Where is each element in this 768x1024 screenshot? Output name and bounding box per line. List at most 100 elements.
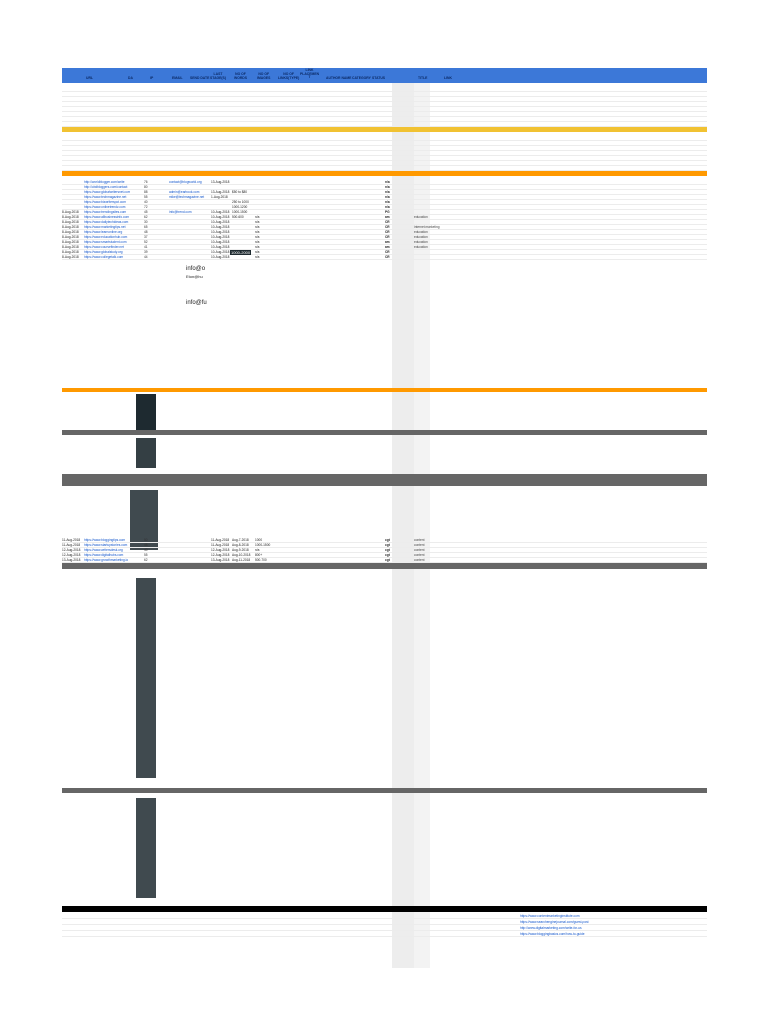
header-send-date[interactable]: SEND DATE (190, 76, 210, 80)
cell-ip[interactable]: 50 (144, 538, 148, 542)
cell-col[interactable]: PG (385, 210, 390, 214)
cell-url[interactable]: https://www.allbusinessinfo.com (84, 215, 129, 219)
cell-col[interactable]: n/a (385, 190, 390, 194)
cell-url[interactable]: https://www.digitalhubs.com (84, 553, 124, 557)
cell-ip[interactable]: 37 (144, 235, 148, 239)
cell-url[interactable]: http://worldblogger.com/write (84, 180, 125, 184)
cell-url[interactable]: https://www.bloggingtips.com (84, 538, 126, 542)
cell-cat[interactable]: education (414, 245, 428, 249)
cell-cat[interactable]: education (414, 235, 428, 239)
cell-email[interactable]: info@trend.com (169, 210, 192, 214)
cell-ip[interactable]: 55 (144, 553, 148, 557)
header-title[interactable]: TITLE (418, 76, 428, 80)
cell-pub[interactable]: Aug-11-2018 (232, 558, 251, 562)
cell-ip[interactable]: 45 (144, 210, 148, 214)
cell-link[interactable]: https://www.contentmarketinginstitute.co… (520, 914, 580, 918)
highlighted-cell[interactable]: 1000-2000 (230, 250, 252, 255)
cell-sent[interactable]: 10-Aug-2018 (211, 210, 230, 214)
cell-date[interactable]: 11-Aug-2018 (62, 543, 81, 547)
header-email[interactable]: EMAIL (172, 76, 183, 80)
cell-ex[interactable]: n/a (255, 225, 260, 229)
cell-ip[interactable]: 40 (144, 548, 148, 552)
cell-col[interactable]: n/a (385, 205, 390, 209)
cell-cat[interactable]: education (414, 240, 428, 244)
cell-url[interactable]: http://cbdbloggers.com/contact (84, 185, 128, 189)
cell-url[interactable]: https://www.globalwritersnet.com (84, 190, 130, 194)
cell-sent[interactable]: 10-Aug-2018 (211, 255, 230, 259)
cell-col[interactable]: CR (385, 230, 390, 234)
cell-link[interactable]: http://www.digitalmarketing.com/write-fo… (520, 926, 582, 930)
cell-ip[interactable]: 48 (144, 543, 148, 547)
cell-sent[interactable]: 11-Aug-2018 (211, 538, 230, 542)
cell-sent[interactable]: 11-Aug-2018 (211, 543, 230, 547)
cell-date[interactable]: 8-Aug-2018 (62, 220, 79, 224)
cell-sent[interactable]: 1-Aug-2018 (211, 195, 228, 199)
cell-date[interactable]: 13-Aug-2018 (62, 558, 81, 562)
cell-url[interactable]: https://www.smartstudent.com (84, 240, 127, 244)
cell-col[interactable]: n/a (385, 200, 390, 204)
cell-ex[interactable]: n/a (255, 240, 260, 244)
big-cell-3[interactable]: info@fu (186, 300, 207, 306)
cell-sent[interactable]: 10-Aug-2018 (211, 225, 230, 229)
header-ip[interactable]: IP (150, 76, 154, 80)
header-link[interactable]: LINK (444, 76, 452, 80)
cell-ip[interactable]: 55 (144, 195, 148, 199)
header-da[interactable]: DA (128, 76, 133, 80)
cell-date[interactable]: 8-Aug-2018 (62, 215, 79, 219)
cell-col[interactable]: CR (385, 235, 390, 239)
cell-date[interactable]: 8-Aug-2018 (62, 210, 79, 214)
cell-cat[interactable]: content (414, 553, 425, 557)
cell-date[interactable]: 8-Aug-2018 (62, 230, 79, 234)
header-link-placement[interactable]: LINK PLACEMEN T (300, 68, 320, 80)
cell-ip[interactable]: 30 (144, 220, 148, 224)
header-status[interactable]: STATUS (372, 76, 386, 80)
big-cell-2[interactable]: Eton@hu (186, 274, 203, 279)
cell-col[interactable]: CR (385, 255, 390, 259)
cell-ip[interactable]: 80 (144, 185, 148, 189)
big-cell-1[interactable]: info@o (186, 266, 206, 272)
cell-col[interactable]: n/a (385, 195, 390, 199)
cell-col[interactable]: cgt (385, 553, 390, 557)
cell-ip[interactable]: 72 (144, 205, 148, 209)
cell-date[interactable]: 8-Aug-2018 (62, 225, 79, 229)
cell-date[interactable]: 8-Aug-2018 (62, 255, 79, 259)
cell-ex[interactable]: 1000 (255, 538, 263, 542)
header-last-stage[interactable]: LAST STAGE(S) (210, 72, 226, 80)
cell-date[interactable]: 8-Aug-2018 (62, 235, 79, 239)
cell-ex[interactable]: n/a (255, 250, 260, 254)
cell-url[interactable]: https://www.techmagazine.net (84, 195, 127, 199)
cell-col[interactable]: CR (385, 220, 390, 224)
cell-sent[interactable]: 10-Aug-2018 (211, 215, 230, 219)
cell-link[interactable]: https://www.bloggingbasics.com/how-to-gu… (520, 932, 585, 936)
cell-ex[interactable]: n/a (255, 255, 260, 259)
cell-sent[interactable]: 13-Aug-2018 (211, 190, 230, 194)
cell-sent[interactable]: 13-Aug-2018 (211, 180, 230, 184)
cell-pub[interactable]: 250 to 1000 (232, 200, 249, 204)
cell-date[interactable]: 8-Aug-2018 (62, 245, 79, 249)
cell-col[interactable]: n/a (385, 180, 390, 184)
cell-col[interactable]: CR (385, 250, 390, 254)
cell-ex[interactable]: n/a (255, 230, 260, 234)
cell-url[interactable]: https://www.learnonline.org (84, 230, 123, 234)
cell-ex[interactable]: n/a (255, 548, 260, 552)
cell-pub[interactable]: Aug-9-2018 (232, 548, 249, 552)
cell-col[interactable]: cgt (385, 548, 390, 552)
cell-url[interactable]: https://www.collegetalk.com (84, 255, 124, 259)
cell-pub[interactable]: 500-600 (232, 215, 244, 219)
cell-ip[interactable]: 39 (144, 250, 148, 254)
cell-ex[interactable]: 500-700 (255, 558, 267, 562)
cell-url[interactable]: https://www.educationhub.com (84, 235, 128, 239)
cell-pub[interactable]: 1000-1500 (232, 210, 248, 214)
cell-url[interactable]: https://www.bizwriterspot.com (84, 200, 126, 204)
cell-email[interactable]: admin@earbook.com (169, 190, 200, 194)
cell-col[interactable]: CR (385, 225, 390, 229)
cell-date[interactable]: 12-Aug-2018 (62, 553, 81, 557)
cell-ip[interactable]: 62 (144, 558, 148, 562)
cell-email[interactable]: contact@blogworld.org (169, 180, 202, 184)
cell-pub[interactable]: 1000-1200 (232, 205, 248, 209)
cell-pub[interactable]: Aug-7-2018 (232, 538, 249, 542)
cell-ex[interactable]: n/a (255, 245, 260, 249)
cell-sent[interactable]: 10-Aug-2018 (211, 245, 230, 249)
cell-cat[interactable]: content (414, 548, 425, 552)
cell-url[interactable]: https://www.growthmarketing.io (84, 558, 129, 562)
